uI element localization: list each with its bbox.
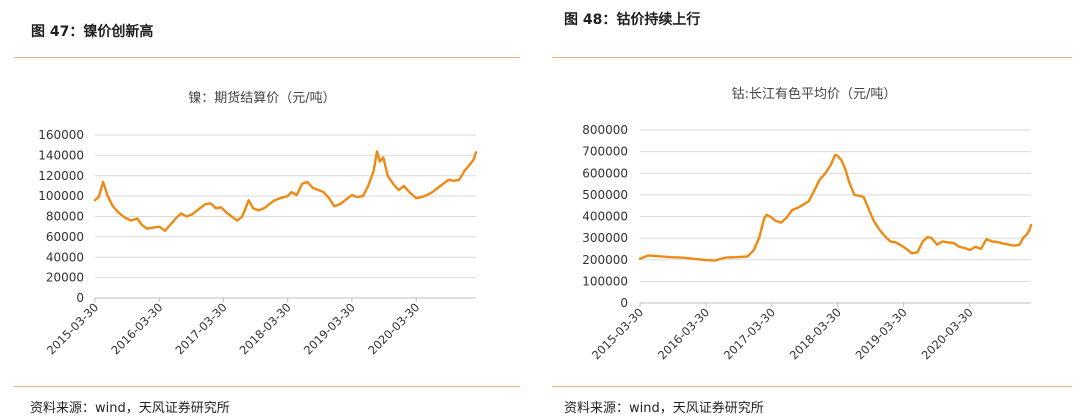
source-note: 资料来源：wind，天风证券研究所	[564, 401, 764, 416]
x-tick-label: 2020-03-30	[919, 305, 976, 362]
y-tick-label: 120000	[38, 169, 84, 183]
y-tick-label: 300000	[582, 231, 628, 245]
y-tick-label: 40000	[46, 250, 84, 264]
y-tick-label: 500000	[582, 188, 628, 202]
y-tick-label: 400000	[582, 210, 628, 224]
x-tick-label: 2018-03-30	[237, 300, 294, 357]
panel-nickel: 图 47：镍价创新高 镍：期货结算价（元/吨） 0 20000 40000 60000 8…	[0, 0, 530, 418]
x-tick-label: 2019-03-30	[853, 305, 910, 362]
figure-title: 图 47：镍价创新高	[31, 24, 154, 40]
x-tick-label: 2016-03-30	[655, 305, 712, 362]
chart-title: 钴:长江有色平均价（元/吨）	[732, 86, 897, 102]
x-tick-label: 2017-03-30	[721, 305, 778, 362]
source-note: 资料来源：wind，天风证券研究所	[30, 401, 230, 416]
x-tick-label: 2019-03-30	[301, 300, 358, 357]
y-tick-label: 0	[620, 296, 628, 310]
bottom-divider	[14, 386, 520, 387]
y-tick-label: 200000	[582, 253, 628, 267]
chart-title: 镍：期货结算价（元/吨）	[188, 90, 335, 106]
series-line	[638, 153, 1033, 262]
y-tick-label: 100000	[38, 189, 84, 203]
x-tick-label: 2020-03-30	[365, 300, 422, 357]
y-tick-label: 600000	[582, 166, 628, 180]
y-tick-label: 140000	[38, 148, 84, 162]
x-tick-label: 2015-03-30	[44, 300, 101, 357]
x-tick-label: 2018-03-30	[787, 305, 844, 362]
panel-cobalt: 图 48：钴价持续上行 钴:长江有色平均价（元/吨） 0 100000 200000 3…	[548, 0, 1080, 418]
y-tick-label: 60000	[46, 230, 84, 244]
bottom-divider	[552, 386, 1072, 387]
x-tick-label: 2015-03-30	[589, 305, 646, 362]
y-tick-label: 160000	[38, 128, 84, 142]
y-tick-label: 100000	[582, 274, 628, 288]
top-divider	[14, 57, 520, 58]
x-tick-label: 2017-03-30	[172, 300, 229, 357]
top-divider	[552, 57, 1072, 58]
cobalt-price-chart: 钴:长江有色平均价（元/吨） 0 100000 200000 300000 400000 5…	[582, 86, 1033, 362]
y-tick-label: 0	[76, 291, 84, 305]
figure-title: 图 48：钴价持续上行	[564, 12, 701, 28]
nickel-price-chart: 镍：期货结算价（元/吨） 0 20000 40000 60000 80000 100000 1…	[38, 90, 478, 357]
y-tick-label: 80000	[46, 210, 84, 224]
series-line	[93, 150, 478, 233]
y-tick-label: 20000	[46, 271, 84, 285]
x-tick-label: 2016-03-30	[108, 300, 165, 357]
y-tick-label: 800000	[582, 123, 628, 137]
y-tick-label: 700000	[582, 145, 628, 159]
